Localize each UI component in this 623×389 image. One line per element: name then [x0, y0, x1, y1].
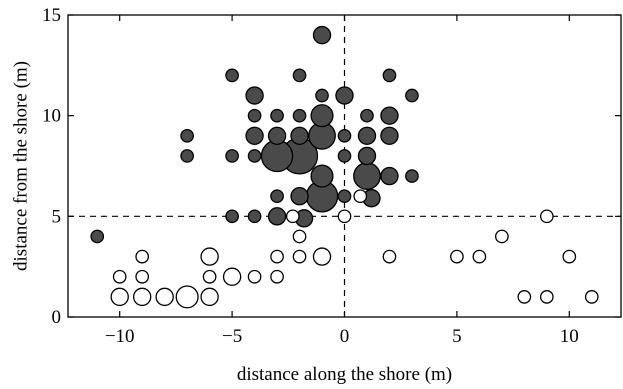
x-tick-label: 0 — [340, 326, 350, 347]
filled-point — [337, 128, 352, 143]
open-point — [132, 287, 152, 307]
filled-point — [292, 108, 307, 123]
open-point — [222, 267, 242, 286]
filled-point — [260, 139, 294, 173]
filled-point — [310, 164, 334, 188]
filled-point — [335, 86, 354, 105]
open-point — [202, 269, 217, 284]
filled-point — [337, 149, 352, 163]
chart-marks — [68, 15, 621, 317]
open-point — [110, 287, 129, 307]
filled-point — [380, 166, 399, 186]
filled-point — [247, 108, 262, 123]
x-axis-title: distance along the shore (m) — [237, 364, 452, 385]
open-point — [175, 285, 199, 309]
open-point — [562, 249, 577, 264]
open-point — [292, 229, 307, 244]
open-point — [270, 249, 284, 264]
open-point — [112, 269, 127, 284]
filled-point — [380, 126, 399, 146]
filled-point — [180, 128, 194, 143]
open-point — [312, 247, 332, 266]
open-point — [495, 229, 509, 244]
open-point — [247, 269, 262, 284]
open-point — [584, 290, 599, 304]
axis-ticks: −10 −5 0 5 10 0 5 10 15 — [42, 5, 621, 347]
filled-point — [290, 186, 309, 206]
filled-point — [310, 104, 334, 128]
filled-point — [90, 229, 105, 244]
open-point — [539, 290, 554, 304]
filled-point — [380, 106, 399, 125]
y-axis-title: distance from the shore (m) — [11, 61, 32, 271]
open-point — [200, 287, 219, 307]
filled-point — [245, 86, 264, 105]
filled-point — [245, 126, 264, 146]
filled-point — [180, 149, 194, 163]
x-tick-label: 5 — [452, 326, 462, 347]
filled-point — [312, 25, 332, 45]
x-tick-label: −5 — [222, 326, 242, 347]
open-point — [382, 249, 397, 264]
filled-point — [382, 68, 397, 83]
open-point — [353, 189, 368, 204]
open-point — [517, 290, 532, 304]
filled-point — [267, 207, 287, 226]
x-tick-label: 10 — [560, 326, 579, 347]
open-point — [200, 247, 219, 266]
filled-point — [357, 126, 377, 146]
open-point — [155, 287, 174, 307]
filled-point — [225, 68, 239, 83]
filled-point — [290, 126, 309, 146]
filled-point — [267, 126, 287, 146]
filled-point — [247, 209, 262, 224]
filled-point — [315, 88, 329, 103]
y-tick-label: 10 — [42, 106, 61, 127]
filled-point — [225, 149, 239, 163]
open-point — [450, 249, 464, 264]
open-point — [337, 209, 352, 224]
open-point — [472, 249, 487, 264]
filled-point — [357, 146, 377, 166]
filled-point — [270, 108, 284, 123]
filled-point — [405, 88, 419, 103]
x-tick-label: −10 — [105, 326, 135, 347]
filled-point — [225, 209, 239, 224]
filled-point — [337, 189, 352, 204]
filled-point — [270, 189, 284, 204]
filled-point — [292, 68, 307, 83]
filled-point — [247, 149, 262, 163]
filled-point — [353, 162, 381, 190]
open-point — [135, 249, 150, 264]
filled-point — [360, 108, 374, 123]
y-tick-label: 5 — [52, 206, 62, 227]
open-point — [539, 209, 554, 224]
filled-point — [405, 169, 419, 183]
open-point — [270, 269, 284, 284]
open-point — [135, 269, 150, 284]
y-tick-label: 15 — [42, 5, 61, 26]
open-point — [285, 209, 300, 224]
open-point — [292, 249, 307, 264]
y-tick-label: 0 — [52, 307, 62, 328]
